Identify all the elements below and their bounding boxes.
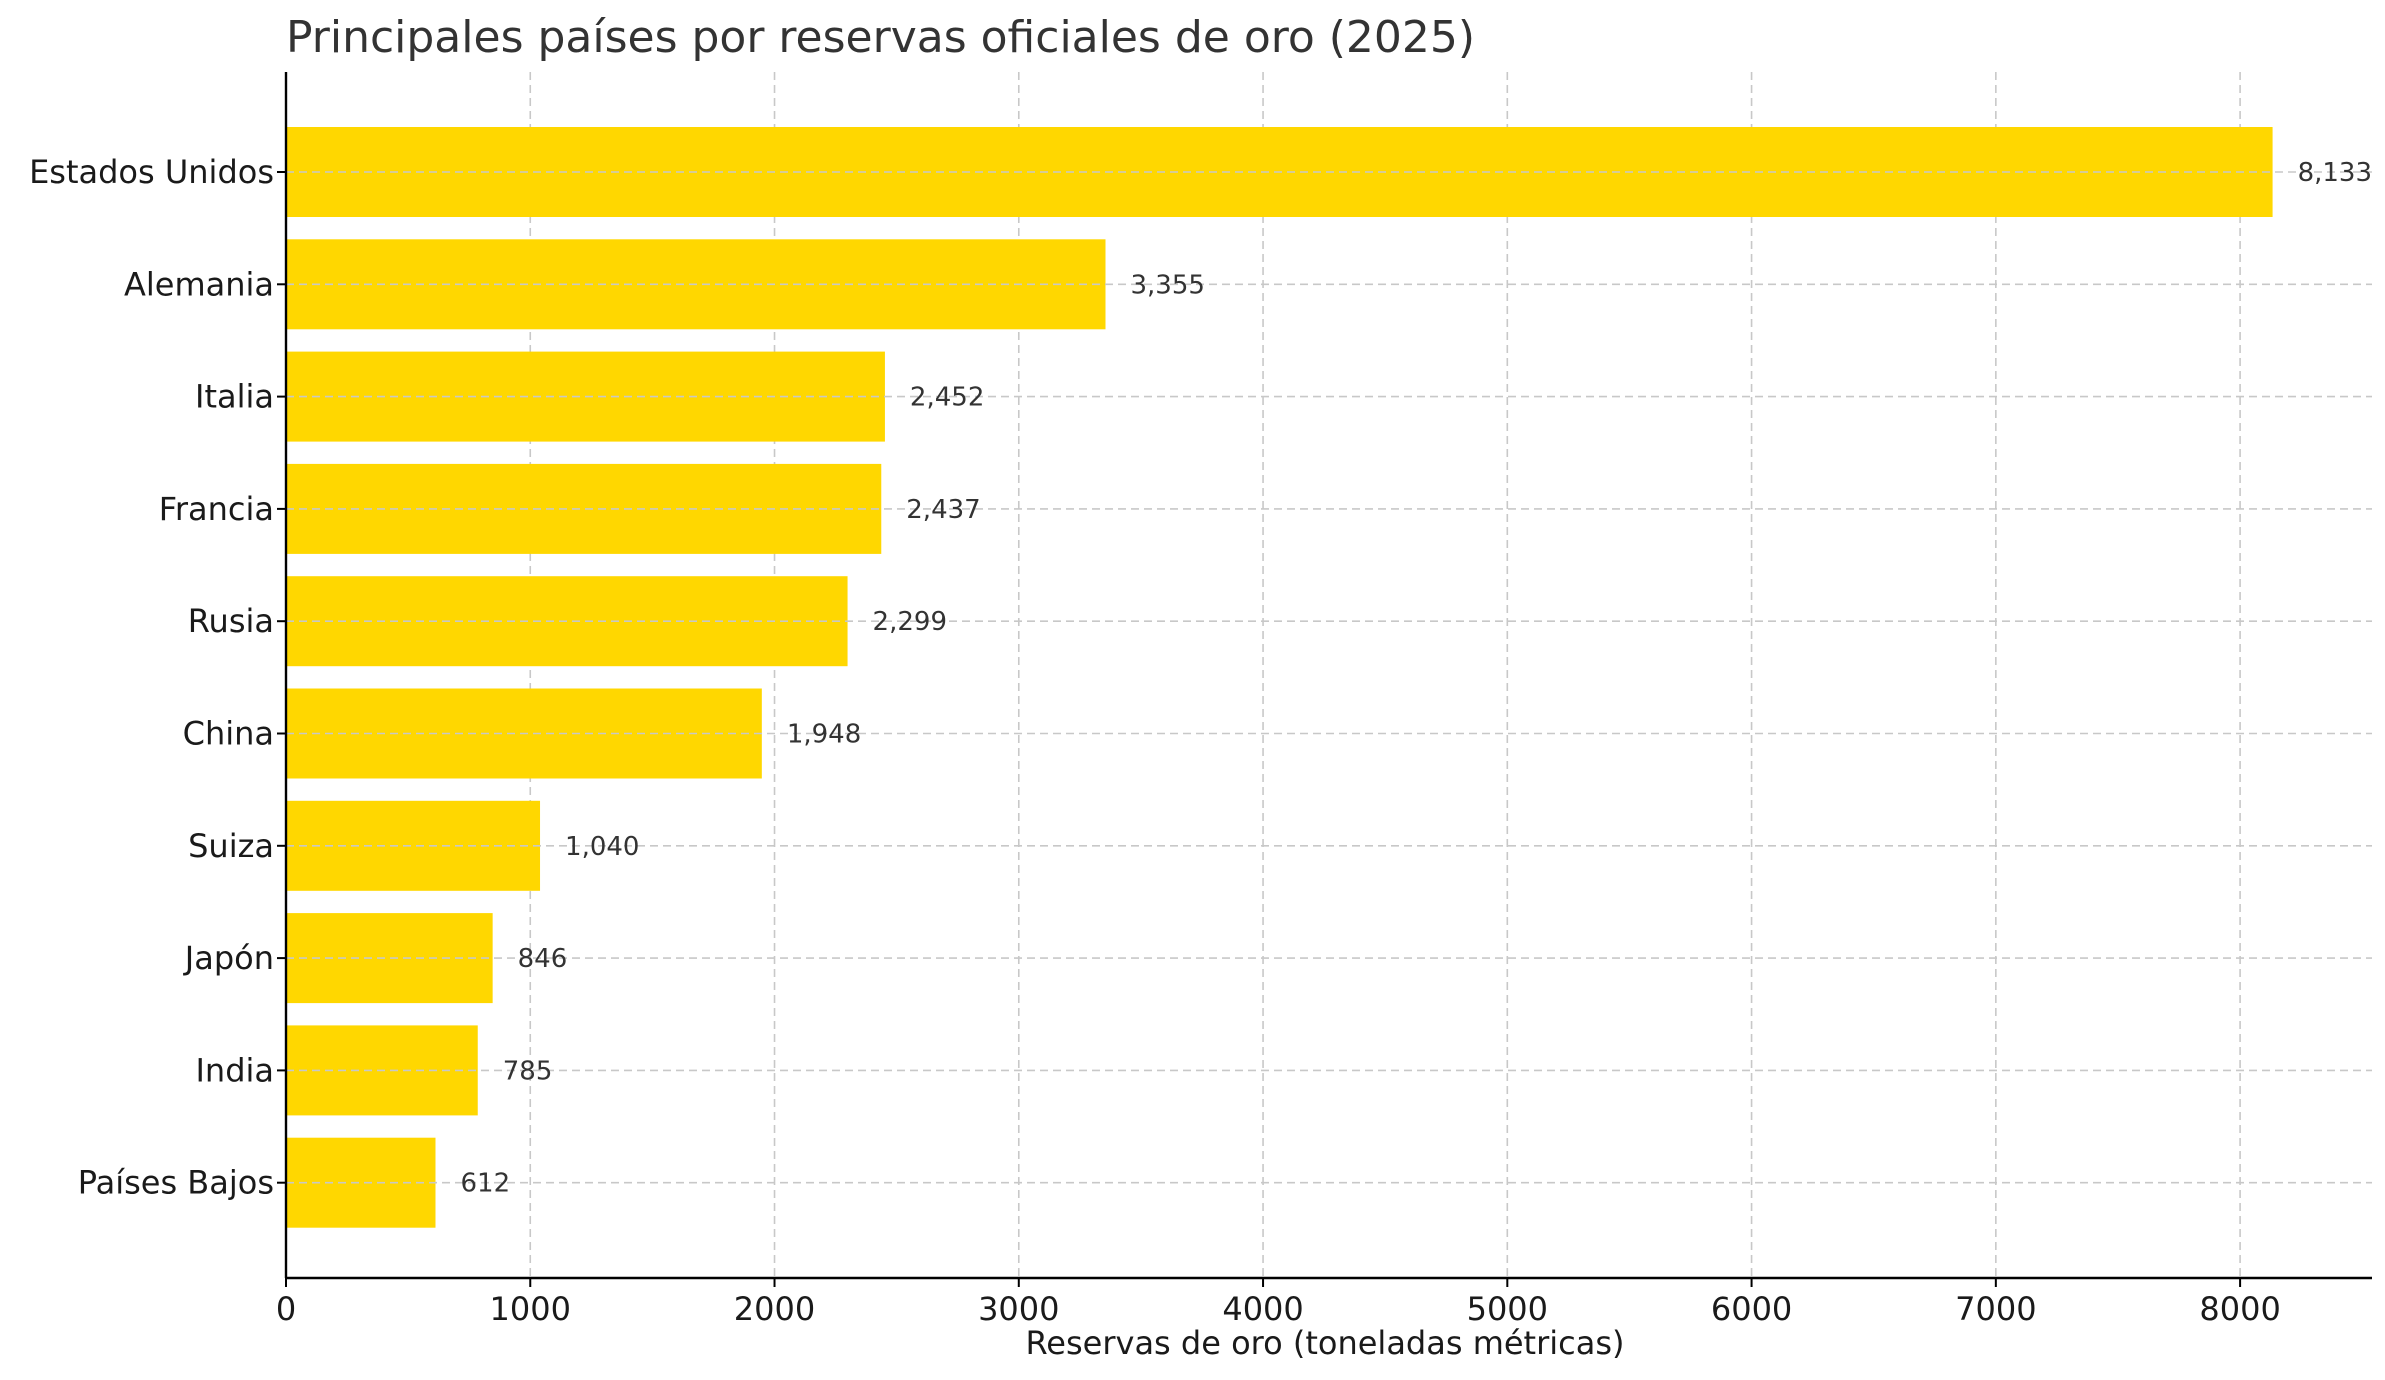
- y-tick-label: Italia: [195, 378, 274, 416]
- y-tick-label: India: [195, 1051, 274, 1089]
- x-tick-labels: 0 1000 2000 3000 4000 5000 6000 7000 8000: [276, 1278, 2281, 1328]
- y-tick-label: Francia: [159, 490, 274, 528]
- value-label: 2,299: [873, 607, 947, 637]
- x-tick-label: 7000: [1955, 1290, 2036, 1328]
- value-label: 846: [518, 944, 568, 974]
- value-label: 2,437: [906, 495, 980, 525]
- y-tick-label: Rusia: [188, 602, 274, 640]
- y-tick-label: Alemania: [124, 265, 274, 303]
- y-tick-label: Estados Unidos: [29, 153, 274, 191]
- x-tick-label: 8000: [2199, 1290, 2280, 1328]
- value-label: 1,948: [787, 720, 861, 750]
- x-tick-label: 0: [276, 1290, 296, 1328]
- x-tick-label: 5000: [1467, 1290, 1548, 1328]
- value-label: 612: [460, 1169, 510, 1199]
- value-label: 785: [503, 1056, 553, 1086]
- axes: [284, 72, 2372, 1280]
- bars: [286, 127, 2273, 1228]
- x-tick-label: 3000: [978, 1290, 1059, 1328]
- value-label: 8,133: [2298, 158, 2372, 188]
- value-label: 1,040: [565, 832, 639, 862]
- x-tick-label: 4000: [1222, 1290, 1303, 1328]
- value-label: 3,355: [1131, 270, 1205, 300]
- y-tick-label: China: [183, 715, 274, 753]
- bar: [286, 1137, 436, 1228]
- x-tick-label: 2000: [734, 1290, 815, 1328]
- x-tick-label: 6000: [1711, 1290, 1792, 1328]
- chart-title: Principales países por reservas oficiale…: [286, 12, 1475, 63]
- y-tick-label: Japón: [183, 939, 274, 977]
- x-tick-label: 1000: [490, 1290, 571, 1328]
- value-labels: 8,133 3,355 2,452 2,437 2,299 1,948 1,040 846 78…: [460, 158, 2372, 1199]
- value-label: 2,452: [910, 383, 984, 413]
- x-axis-label: Reservas de oro (toneladas métricas): [1026, 1324, 1625, 1362]
- y-tick-label: Países Bajos: [78, 1164, 274, 1202]
- y-tick-label: Suiza: [188, 827, 274, 865]
- y-tick-labels: Estados Unidos Alemania Italia Francia Rusia…: [29, 153, 286, 1202]
- bar: [286, 463, 882, 554]
